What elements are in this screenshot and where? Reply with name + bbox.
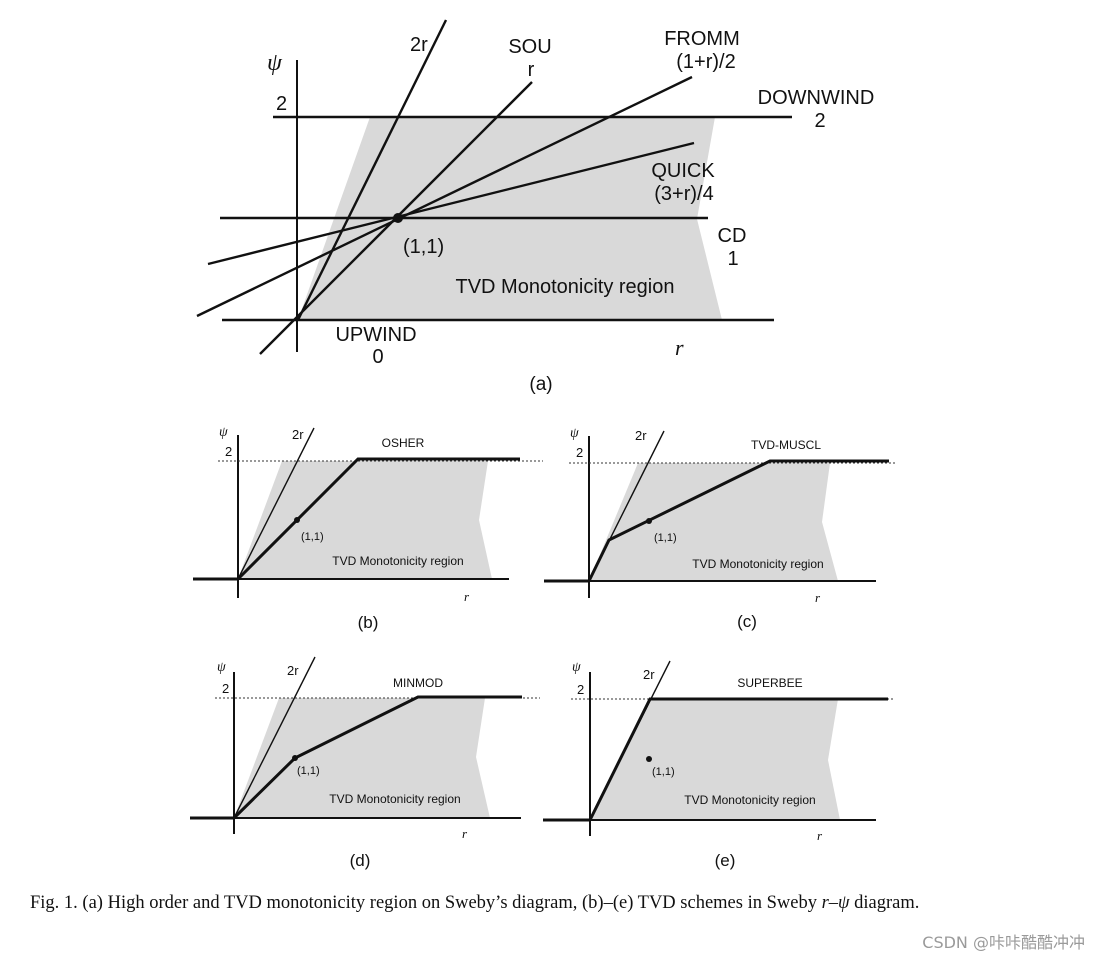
caption-math: r–ψ [821,893,850,913]
cd-value-a: 1 [727,248,738,270]
tvd-region-c [589,463,838,581]
region-label-e: TVD Monotonicity region [684,793,815,807]
tvd-region-e [590,699,840,820]
scheme-label-b: OSHER [382,436,425,450]
point-1-1-b [294,517,300,523]
tvd-muscl-limiter-line [587,459,889,582]
tick-2-a: 2 [276,93,287,115]
region-label-d: TVD Monotonicity region [329,792,460,806]
line-2r-label-e: 2r [643,667,655,682]
line-2r-label-d: 2r [287,663,299,678]
line-2r-label-c: 2r [635,428,647,443]
point-1-1-c [646,518,652,524]
downwind-value-a: 2 [814,110,825,132]
tick-2-c: 2 [576,445,583,460]
quick-line-a [207,141,695,266]
line-2r-b [237,427,315,580]
point-label-e: (1,1) [652,766,675,778]
region-label-c: TVD Monotonicity region [692,557,823,571]
superbee-limiter-line [588,697,888,821]
minmod-limiter-line [232,695,522,820]
upwind-value-a: 0 [372,346,383,368]
point-label-d: (1,1) [297,765,320,777]
line-2r-label-b: 2r [292,427,304,442]
fromm-label-a: FROMM [664,28,740,50]
figure-caption: Fig. 1. (a) High order and TVD monotonic… [30,893,1090,914]
point-label-b: (1,1) [301,531,324,543]
osher-limiter-line [236,457,520,581]
cd-label-a: CD [718,225,747,247]
caption-lead: Fig. 1. (a) High order and TVD monotonic… [30,893,822,913]
scheme-label-d: MINMOD [393,676,443,690]
panel-label-a: (a) [529,374,552,395]
tick-2-e: 2 [577,682,584,697]
quick-label-a: QUICK [651,160,715,182]
tick-2-b: 2 [225,444,232,459]
r-axis-label-e: r [817,828,823,843]
panel-d: ψ 2 2r MINMOD (1,1) TVD Monotonicity reg… [190,656,540,870]
psi-axis-label-c: ψ [570,426,579,441]
sou-formula-a: r [528,59,535,81]
psi-axis-label-d: ψ [217,660,226,675]
psi-axis-label-b: ψ [219,425,228,440]
panel-label-d: (d) [350,851,371,870]
tvd-region-b [238,461,492,579]
quick-formula-a: (3+r)/4 [654,183,713,205]
panel-a: ψ 2 2r SOU r FROMM (1+r)/2 DOWNWIND 2 QU… [196,19,875,395]
scheme-label-c: TVD-MUSCL [751,438,821,452]
r-axis-label-a: r [675,335,684,360]
fromm-line-a [196,75,693,318]
tvd-region-d [234,698,490,818]
point-1-1-e [646,756,652,762]
line-2r-a [296,19,448,321]
scheme-label-e: SUPERBEE [737,676,802,690]
line-2r-d [233,656,316,819]
panel-label-b: (b) [358,613,379,632]
r-axis-label-d: r [462,826,468,841]
sou-label-a: SOU [508,36,551,58]
panel-c: ψ 2 2r TVD-MUSCL (1,1) TVD Monotonicity … [544,426,895,631]
watermark: CSDN @咔咔酷酷冲冲 [922,933,1085,952]
downwind-label-a: DOWNWIND [758,87,875,109]
point-1-1-a [393,213,403,223]
upwind-label-a: UPWIND [335,324,416,346]
caption-tail: diagram. [849,893,920,913]
point-label-a: (1,1) [403,236,444,258]
fromm-formula-a: (1+r)/2 [676,51,735,73]
point-1-1-d [292,755,298,761]
panel-label-e: (e) [715,851,736,870]
panel-e: ψ 2 2r SUPERBEE (1,1) TVD Monotonicity r… [543,660,894,870]
r-axis-label-c: r [815,590,821,605]
psi-axis-label-e: ψ [572,660,581,675]
tick-2-d: 2 [222,681,229,696]
point-label-c: (1,1) [654,532,677,544]
line-2r-label-a: 2r [410,34,428,56]
region-label-a: TVD Monotonicity region [456,276,675,298]
panel-label-c: (c) [737,612,757,631]
panel-b: ψ 2 2r OSHER (1,1) TVD Monotonicity regi… [193,425,543,632]
r-axis-label-b: r [464,589,470,604]
region-label-b: TVD Monotonicity region [332,554,463,568]
psi-axis-label-a: ψ [267,50,283,76]
